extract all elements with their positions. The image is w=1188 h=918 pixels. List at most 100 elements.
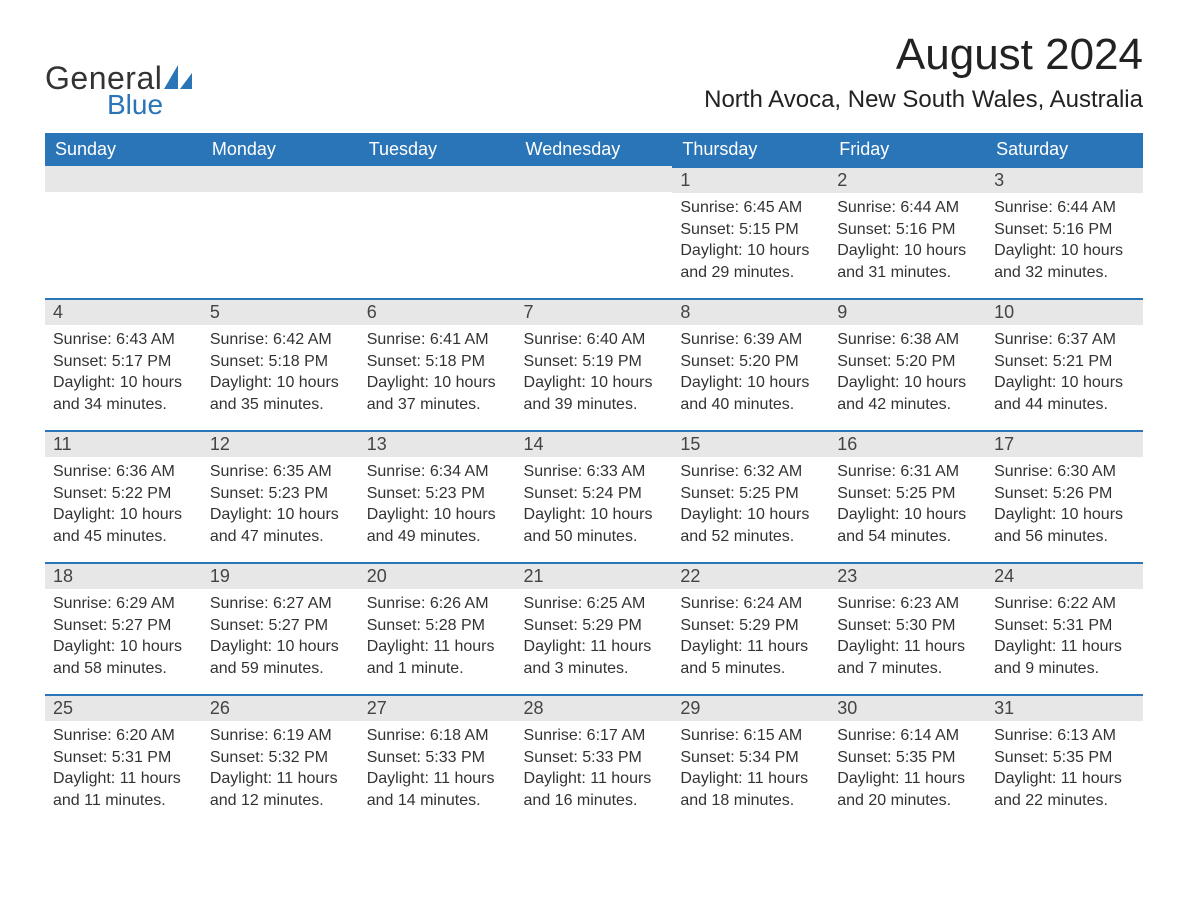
day-body: Sunrise: 6:13 AMSunset: 5:35 PMDaylight:… bbox=[986, 721, 1143, 821]
empty-day bbox=[516, 166, 673, 192]
calendar-cell: 6Sunrise: 6:41 AMSunset: 5:18 PMDaylight… bbox=[359, 298, 516, 430]
sunrise-text: Sunrise: 6:23 AM bbox=[837, 593, 978, 615]
day-number: 17 bbox=[986, 432, 1143, 457]
calendar-cell bbox=[359, 166, 516, 298]
day-body: Sunrise: 6:38 AMSunset: 5:20 PMDaylight:… bbox=[829, 325, 986, 425]
daylight-text: Daylight: 10 hours and 50 minutes. bbox=[524, 504, 665, 547]
day-number: 21 bbox=[516, 564, 673, 589]
calendar-cell: 10Sunrise: 6:37 AMSunset: 5:21 PMDayligh… bbox=[986, 298, 1143, 430]
calendar-cell: 8Sunrise: 6:39 AMSunset: 5:20 PMDaylight… bbox=[672, 298, 829, 430]
day-number: 11 bbox=[45, 432, 202, 457]
sunrise-text: Sunrise: 6:33 AM bbox=[524, 461, 665, 483]
sunset-text: Sunset: 5:27 PM bbox=[53, 615, 194, 637]
day-number: 5 bbox=[202, 300, 359, 325]
day-body: Sunrise: 6:34 AMSunset: 5:23 PMDaylight:… bbox=[359, 457, 516, 557]
sunset-text: Sunset: 5:32 PM bbox=[210, 747, 351, 769]
day-header: Monday bbox=[202, 133, 359, 166]
calendar-cell: 18Sunrise: 6:29 AMSunset: 5:27 PMDayligh… bbox=[45, 562, 202, 694]
day-number: 26 bbox=[202, 696, 359, 721]
sunrise-text: Sunrise: 6:29 AM bbox=[53, 593, 194, 615]
daylight-text: Daylight: 11 hours and 9 minutes. bbox=[994, 636, 1135, 679]
sunrise-text: Sunrise: 6:44 AM bbox=[837, 197, 978, 219]
day-number: 23 bbox=[829, 564, 986, 589]
sunset-text: Sunset: 5:30 PM bbox=[837, 615, 978, 637]
day-wrap: 29Sunrise: 6:15 AMSunset: 5:34 PMDayligh… bbox=[672, 694, 829, 821]
day-number: 19 bbox=[202, 564, 359, 589]
empty-day bbox=[359, 166, 516, 192]
day-wrap: 17Sunrise: 6:30 AMSunset: 5:26 PMDayligh… bbox=[986, 430, 1143, 557]
day-wrap: 12Sunrise: 6:35 AMSunset: 5:23 PMDayligh… bbox=[202, 430, 359, 557]
day-number: 12 bbox=[202, 432, 359, 457]
sunset-text: Sunset: 5:34 PM bbox=[680, 747, 821, 769]
day-number: 9 bbox=[829, 300, 986, 325]
daylight-text: Daylight: 11 hours and 3 minutes. bbox=[524, 636, 665, 679]
daylight-text: Daylight: 10 hours and 42 minutes. bbox=[837, 372, 978, 415]
daylight-text: Daylight: 10 hours and 39 minutes. bbox=[524, 372, 665, 415]
sunset-text: Sunset: 5:35 PM bbox=[837, 747, 978, 769]
day-body: Sunrise: 6:40 AMSunset: 5:19 PMDaylight:… bbox=[516, 325, 673, 425]
day-wrap: 1Sunrise: 6:45 AMSunset: 5:15 PMDaylight… bbox=[672, 166, 829, 293]
day-number: 7 bbox=[516, 300, 673, 325]
sunset-text: Sunset: 5:23 PM bbox=[210, 483, 351, 505]
sunset-text: Sunset: 5:20 PM bbox=[837, 351, 978, 373]
day-wrap: 3Sunrise: 6:44 AMSunset: 5:16 PMDaylight… bbox=[986, 166, 1143, 293]
sunset-text: Sunset: 5:26 PM bbox=[994, 483, 1135, 505]
calendar-cell: 24Sunrise: 6:22 AMSunset: 5:31 PMDayligh… bbox=[986, 562, 1143, 694]
sunset-text: Sunset: 5:20 PM bbox=[680, 351, 821, 373]
calendar-cell: 19Sunrise: 6:27 AMSunset: 5:27 PMDayligh… bbox=[202, 562, 359, 694]
day-wrap: 21Sunrise: 6:25 AMSunset: 5:29 PMDayligh… bbox=[516, 562, 673, 689]
day-number: 25 bbox=[45, 696, 202, 721]
day-number: 13 bbox=[359, 432, 516, 457]
sunset-text: Sunset: 5:28 PM bbox=[367, 615, 508, 637]
calendar-cell: 4Sunrise: 6:43 AMSunset: 5:17 PMDaylight… bbox=[45, 298, 202, 430]
daylight-text: Daylight: 11 hours and 14 minutes. bbox=[367, 768, 508, 811]
calendar-cell: 1Sunrise: 6:45 AMSunset: 5:15 PMDaylight… bbox=[672, 166, 829, 298]
day-number: 29 bbox=[672, 696, 829, 721]
daylight-text: Daylight: 11 hours and 7 minutes. bbox=[837, 636, 978, 679]
sunset-text: Sunset: 5:18 PM bbox=[210, 351, 351, 373]
calendar-table: SundayMondayTuesdayWednesdayThursdayFrid… bbox=[45, 133, 1143, 826]
calendar-cell: 17Sunrise: 6:30 AMSunset: 5:26 PMDayligh… bbox=[986, 430, 1143, 562]
calendar-cell: 28Sunrise: 6:17 AMSunset: 5:33 PMDayligh… bbox=[516, 694, 673, 826]
day-wrap: 26Sunrise: 6:19 AMSunset: 5:32 PMDayligh… bbox=[202, 694, 359, 821]
day-number: 14 bbox=[516, 432, 673, 457]
day-body: Sunrise: 6:35 AMSunset: 5:23 PMDaylight:… bbox=[202, 457, 359, 557]
sunrise-text: Sunrise: 6:39 AM bbox=[680, 329, 821, 351]
daylight-text: Daylight: 11 hours and 22 minutes. bbox=[994, 768, 1135, 811]
location-subtitle: North Avoca, New South Wales, Australia bbox=[704, 86, 1143, 114]
daylight-text: Daylight: 10 hours and 52 minutes. bbox=[680, 504, 821, 547]
calendar-cell: 26Sunrise: 6:19 AMSunset: 5:32 PMDayligh… bbox=[202, 694, 359, 826]
day-body: Sunrise: 6:23 AMSunset: 5:30 PMDaylight:… bbox=[829, 589, 986, 689]
calendar-cell: 23Sunrise: 6:23 AMSunset: 5:30 PMDayligh… bbox=[829, 562, 986, 694]
sunrise-text: Sunrise: 6:36 AM bbox=[53, 461, 194, 483]
calendar-cell: 5Sunrise: 6:42 AMSunset: 5:18 PMDaylight… bbox=[202, 298, 359, 430]
daylight-text: Daylight: 10 hours and 32 minutes. bbox=[994, 240, 1135, 283]
calendar-cell: 29Sunrise: 6:15 AMSunset: 5:34 PMDayligh… bbox=[672, 694, 829, 826]
day-body: Sunrise: 6:31 AMSunset: 5:25 PMDaylight:… bbox=[829, 457, 986, 557]
sunset-text: Sunset: 5:24 PM bbox=[524, 483, 665, 505]
day-wrap: 9Sunrise: 6:38 AMSunset: 5:20 PMDaylight… bbox=[829, 298, 986, 425]
calendar-week-row: 11Sunrise: 6:36 AMSunset: 5:22 PMDayligh… bbox=[45, 430, 1143, 562]
day-body: Sunrise: 6:27 AMSunset: 5:27 PMDaylight:… bbox=[202, 589, 359, 689]
day-body: Sunrise: 6:25 AMSunset: 5:29 PMDaylight:… bbox=[516, 589, 673, 689]
day-number: 27 bbox=[359, 696, 516, 721]
sunrise-text: Sunrise: 6:13 AM bbox=[994, 725, 1135, 747]
day-body: Sunrise: 6:36 AMSunset: 5:22 PMDaylight:… bbox=[45, 457, 202, 557]
day-number: 16 bbox=[829, 432, 986, 457]
day-header: Saturday bbox=[986, 133, 1143, 166]
day-body: Sunrise: 6:17 AMSunset: 5:33 PMDaylight:… bbox=[516, 721, 673, 821]
day-wrap: 25Sunrise: 6:20 AMSunset: 5:31 PMDayligh… bbox=[45, 694, 202, 821]
sunset-text: Sunset: 5:33 PM bbox=[367, 747, 508, 769]
day-wrap: 7Sunrise: 6:40 AMSunset: 5:19 PMDaylight… bbox=[516, 298, 673, 425]
sunrise-text: Sunrise: 6:14 AM bbox=[837, 725, 978, 747]
daylight-text: Daylight: 10 hours and 45 minutes. bbox=[53, 504, 194, 547]
calendar-cell bbox=[202, 166, 359, 298]
daylight-text: Daylight: 10 hours and 29 minutes. bbox=[680, 240, 821, 283]
empty-day bbox=[202, 166, 359, 192]
calendar-cell: 2Sunrise: 6:44 AMSunset: 5:16 PMDaylight… bbox=[829, 166, 986, 298]
sunrise-text: Sunrise: 6:18 AM bbox=[367, 725, 508, 747]
sunset-text: Sunset: 5:17 PM bbox=[53, 351, 194, 373]
day-body: Sunrise: 6:32 AMSunset: 5:25 PMDaylight:… bbox=[672, 457, 829, 557]
calendar-week-row: 4Sunrise: 6:43 AMSunset: 5:17 PMDaylight… bbox=[45, 298, 1143, 430]
calendar-cell: 15Sunrise: 6:32 AMSunset: 5:25 PMDayligh… bbox=[672, 430, 829, 562]
